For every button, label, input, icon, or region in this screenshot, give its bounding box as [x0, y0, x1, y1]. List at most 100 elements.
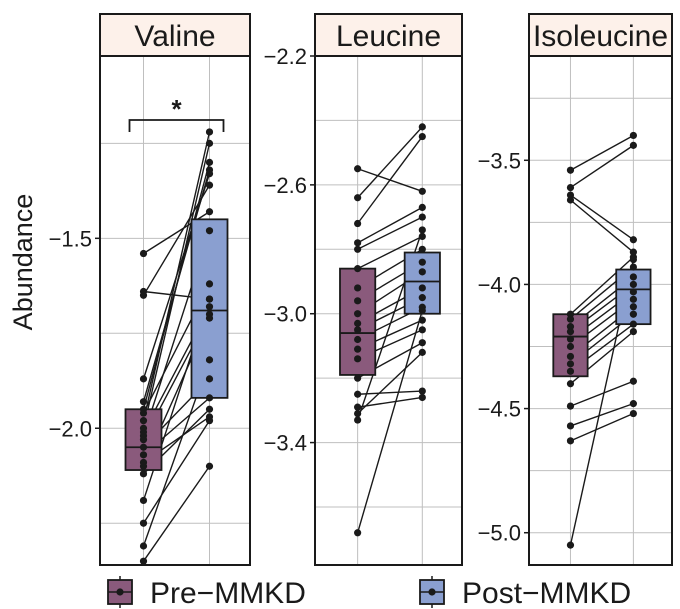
pre-mmkd-point [354, 310, 362, 318]
y-tick-label: −4.0 [478, 272, 521, 297]
pre-mmkd-point [566, 367, 575, 375]
post-mmkd-point [629, 141, 637, 149]
y-tick-label: −1.5 [49, 226, 92, 251]
paired-line [357, 136, 423, 224]
paired-line [357, 126, 423, 199]
post-mmkd-point [205, 462, 214, 470]
strip-header [314, 13, 463, 57]
pre-mmkd-point [139, 519, 148, 527]
pre-mmkd-point [566, 315, 575, 323]
panels: −1.5 −2.0 Valine * −2.2 −2.6 −3.0 −3.4 Leucine −3… [49, 13, 673, 566]
pre-mmkd-point [354, 335, 362, 344]
pre-mmkd-point [566, 360, 575, 368]
post-mmkd-point [205, 227, 214, 235]
post-mmkd-point [205, 356, 214, 364]
post-mmkd-point [629, 273, 637, 281]
y-tick-label: −2.2 [264, 44, 307, 69]
pre-mmkd-point [566, 541, 575, 549]
paired-line [357, 206, 423, 244]
post-mmkd-point [205, 128, 214, 136]
paired-line [356, 310, 423, 533]
y-tick-label: −3.4 [264, 431, 307, 456]
y-tick-label: −5.0 [478, 521, 521, 546]
post-mmkd-point [205, 314, 214, 322]
paired-line [357, 351, 423, 415]
post-mmkd-point [629, 263, 637, 271]
pre-mmkd-point [139, 496, 148, 505]
post-mmkd-point [629, 320, 637, 328]
post-mmkd-point [418, 284, 426, 292]
pre-mmkd-point [566, 191, 575, 199]
strip-header [99, 13, 251, 57]
significance-bracket [128, 119, 225, 132]
paired-line [569, 256, 634, 315]
legend: Pre−MMKD Post−MMKD [107, 576, 631, 609]
post-mmkd-point [205, 303, 214, 311]
pre-mmkd-point [566, 310, 575, 318]
paired-line [357, 396, 423, 408]
post-mmkd-point [418, 245, 426, 253]
pre-mmkd-point [566, 183, 575, 192]
paired-line [570, 380, 634, 407]
paired-line [570, 194, 634, 241]
post-mmkd-point [418, 294, 426, 302]
pre-mmkd-point [354, 194, 362, 202]
pre-mmkd-point [354, 265, 362, 273]
strip-label: Isoleucine [533, 20, 668, 53]
panel-leucine: −2.2 −2.6 −3.0 −3.4 Leucine [264, 13, 463, 566]
post-mmkd-point [418, 306, 426, 315]
paired-line [357, 390, 423, 395]
legend-label: Post−MMKD [462, 577, 631, 609]
paired-line [570, 144, 634, 189]
pre-mmkd-point [139, 291, 148, 299]
paired-line [570, 402, 634, 427]
post-mmkd-point [418, 258, 426, 266]
pre-mmkd-point [566, 342, 575, 351]
post-mmkd-point [205, 375, 214, 383]
post-mmkd-point [629, 236, 637, 244]
pre-mmkd-point [566, 422, 575, 430]
pre-mmkd-point [354, 239, 362, 247]
post-mmkd-point [418, 387, 426, 395]
pre-mmkd-point [139, 398, 148, 406]
pre-mmkd-point [566, 335, 575, 343]
post-mmkd-point [629, 310, 637, 318]
strip-label: Leucine [336, 20, 441, 53]
pre-mmkd-point [139, 470, 148, 478]
paired-line [357, 235, 423, 270]
paired-line [357, 216, 423, 250]
post-mmkd-point [629, 328, 637, 336]
post-mmkd-point [205, 208, 214, 216]
pre-mmkd-point [139, 443, 148, 451]
post-mmkd-point [418, 348, 426, 356]
paired-line [142, 465, 211, 562]
post-mmkd-point [629, 280, 637, 289]
pre-mmkd-point [566, 323, 575, 331]
post-mmkd-point [418, 213, 426, 221]
pre-mmkd-point [139, 462, 148, 470]
y-tick-label: −2.6 [264, 173, 307, 198]
paired-line [570, 199, 634, 253]
pre-mmkd-point [354, 219, 362, 228]
pre-mmkd-point [139, 557, 148, 565]
post-mmkd-point [418, 316, 426, 324]
post-mmkd-point [629, 288, 637, 296]
pre-mmkd-point [354, 284, 362, 292]
pre-mmkd-point [566, 166, 575, 174]
legend-key-point [428, 588, 436, 596]
pre-mmkd-point [566, 437, 575, 445]
post-mmkd-point [205, 166, 214, 174]
pre-mmkd-point [354, 416, 362, 424]
significance-marker: * [171, 94, 182, 124]
pre-mmkd-point [354, 374, 362, 382]
y-tick-label: −4.5 [478, 397, 521, 422]
post-mmkd-point [205, 139, 214, 147]
pre-mmkd-point [566, 328, 575, 336]
post-mmkd-point [418, 132, 426, 141]
pre-mmkd-point [139, 249, 148, 258]
post-mmkd-point [629, 303, 637, 311]
post-mmkd-point [205, 417, 214, 425]
post-mmkd-point [629, 256, 637, 264]
post-mmkd-point [418, 393, 426, 402]
